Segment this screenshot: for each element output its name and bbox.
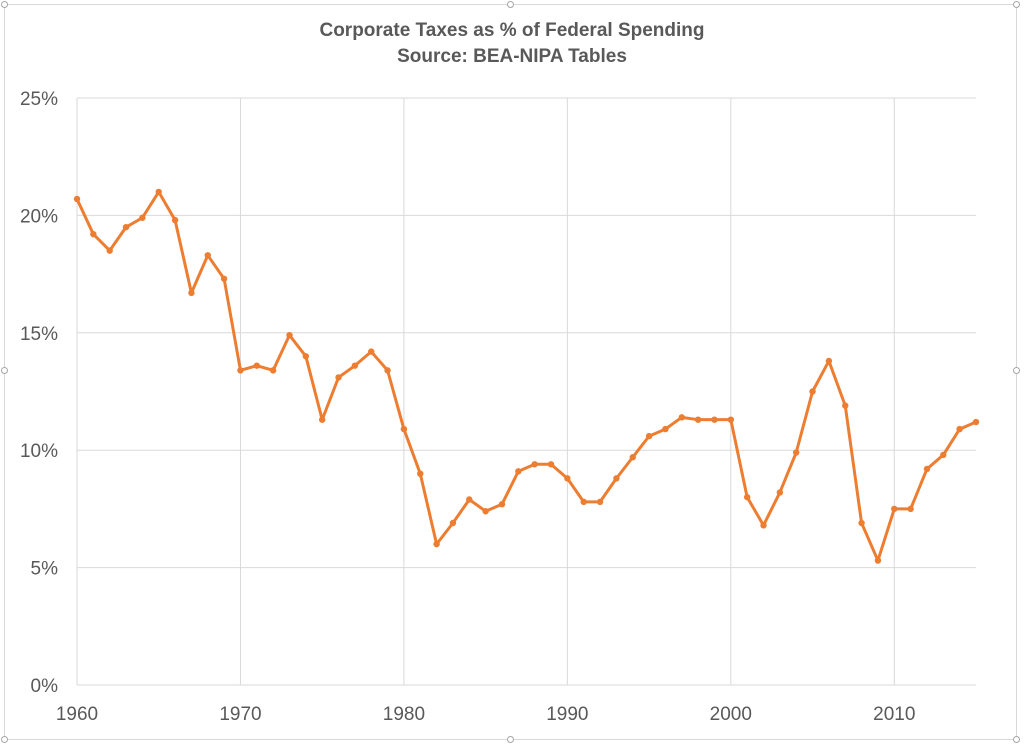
x-axis-tick-labels: 1960 1970 1980 1990 2000 2010 <box>56 704 916 725</box>
data-point <box>417 470 424 477</box>
data-point <box>302 353 310 360</box>
data-point <box>727 416 735 423</box>
data-point <box>874 557 882 564</box>
data-point <box>907 505 914 513</box>
resize-handle-top-left[interactable] <box>1 1 8 8</box>
data-point <box>318 416 326 423</box>
data-point <box>253 362 260 369</box>
x-tick-label: 1990 <box>546 704 588 725</box>
data-point <box>237 367 244 374</box>
data-point <box>940 451 947 459</box>
data-point <box>694 416 702 423</box>
data-point <box>760 522 767 529</box>
data-point <box>629 454 636 461</box>
data-point <box>711 416 718 423</box>
data-point <box>139 214 146 221</box>
data-point <box>825 357 833 365</box>
y-tick-label: 15% <box>20 324 58 345</box>
data-point <box>972 418 980 426</box>
resize-handle-top[interactable] <box>507 1 514 8</box>
series-line <box>75 190 978 563</box>
data-point <box>564 475 571 482</box>
data-point <box>678 414 685 421</box>
data-point <box>449 519 457 527</box>
data-point <box>335 374 342 381</box>
data-point <box>90 230 97 238</box>
data-point <box>106 247 113 254</box>
data-point <box>531 461 538 468</box>
data-point <box>858 519 865 527</box>
data-point <box>498 501 506 508</box>
y-tick-label: 20% <box>20 206 58 227</box>
y-tick-label: 0% <box>31 676 59 697</box>
resize-handle-bottom-right[interactable] <box>1013 736 1020 743</box>
data-point <box>793 449 800 456</box>
data-point <box>596 498 604 506</box>
data-point <box>220 275 228 282</box>
data-point <box>743 493 751 501</box>
resize-handle-top-right[interactable] <box>1013 1 1020 8</box>
data-point <box>891 505 898 513</box>
data-point <box>351 362 359 369</box>
data-point <box>580 498 587 506</box>
data-point <box>204 252 211 259</box>
data-point <box>613 475 620 482</box>
data-point <box>269 367 277 374</box>
chart-subtitle: Source: BEA-NIPA Tables <box>397 46 627 67</box>
x-tick-label: 1960 <box>56 704 98 725</box>
data-point <box>368 348 375 355</box>
resize-handle-right[interactable] <box>1013 367 1020 374</box>
data-point <box>400 425 408 433</box>
data-point <box>923 465 931 473</box>
data-point <box>547 461 555 468</box>
y-tick-label: 10% <box>20 441 58 462</box>
data-point <box>662 425 669 433</box>
data-point <box>171 216 179 224</box>
data-point <box>466 496 473 503</box>
data-point <box>515 468 522 475</box>
y-axis-tick-labels: 0% 5% 10% 15% 20% 25% <box>20 89 58 697</box>
data-point <box>776 489 784 496</box>
series-corporate-taxes <box>73 188 980 564</box>
data-point <box>956 425 963 433</box>
resize-handle-left[interactable] <box>1 367 8 374</box>
x-tick-label: 2000 <box>710 704 752 725</box>
data-point <box>188 289 195 297</box>
resize-handle-bottom-left[interactable] <box>1 736 8 743</box>
resize-handle-bottom[interactable] <box>507 736 514 743</box>
y-tick-label: 5% <box>31 559 59 580</box>
data-point <box>433 540 440 548</box>
y-tick-label: 25% <box>20 89 58 110</box>
chart-title: Corporate Taxes as % of Federal Spending <box>319 20 705 41</box>
x-tick-label: 1980 <box>383 704 425 725</box>
data-point <box>842 402 849 409</box>
data-point <box>645 432 653 440</box>
data-point <box>155 188 162 196</box>
data-point <box>73 195 81 203</box>
data-point <box>809 388 816 395</box>
gridlines <box>76 97 976 686</box>
data-point <box>482 508 489 515</box>
data-point <box>384 367 391 374</box>
data-point <box>122 223 130 231</box>
chart-title-block: Corporate Taxes as % of Federal Spending… <box>0 18 1024 70</box>
x-tick-label: 1970 <box>219 704 261 725</box>
data-point <box>286 331 293 339</box>
x-tick-label: 2010 <box>873 704 915 725</box>
